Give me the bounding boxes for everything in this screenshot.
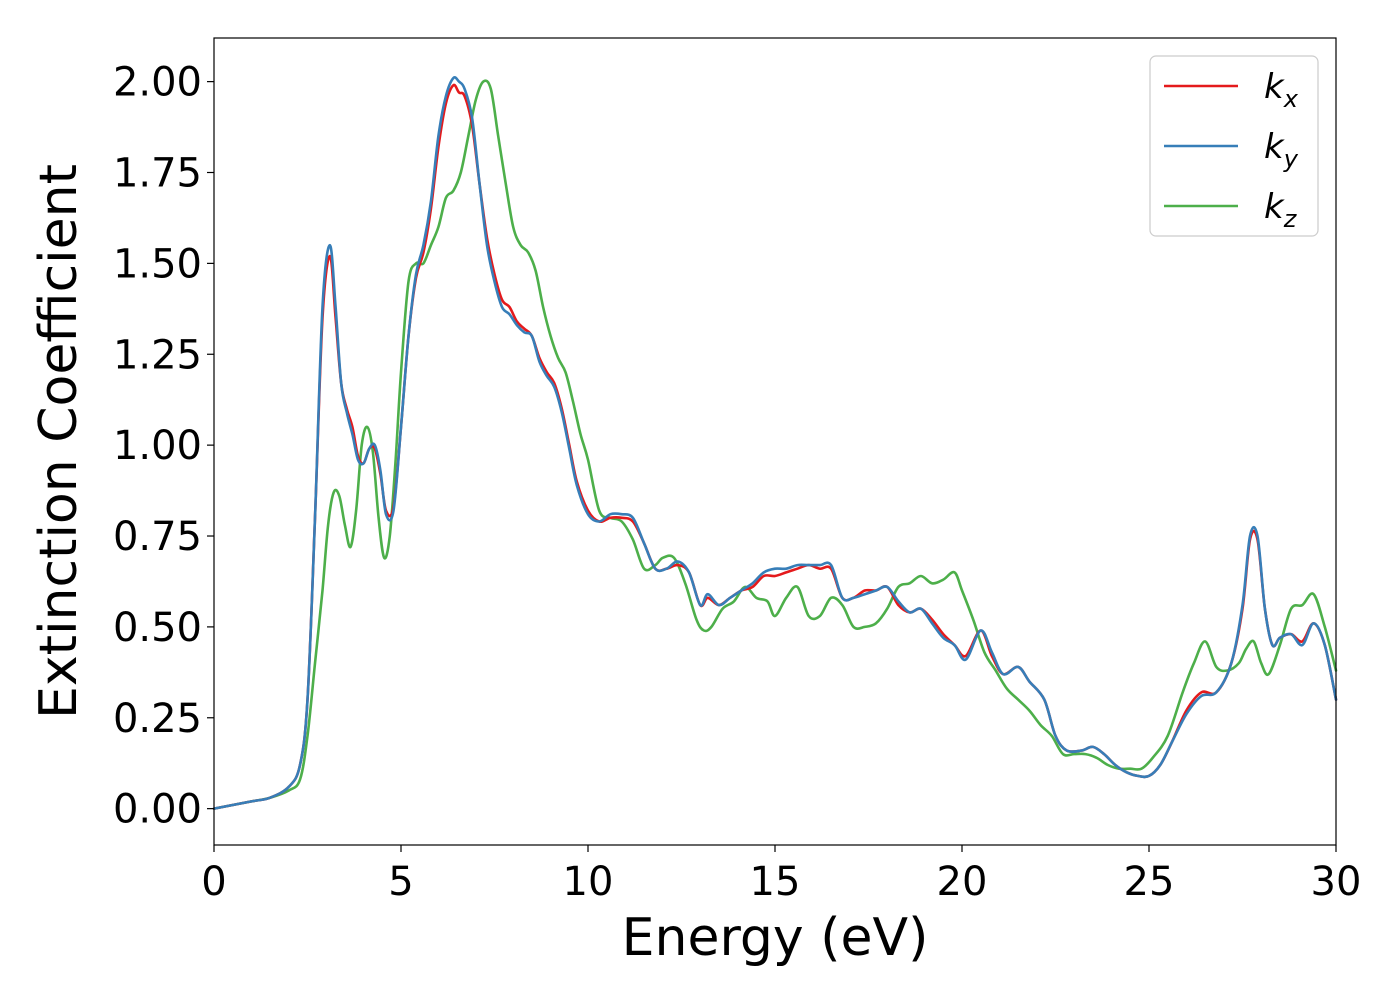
y-tick-label: 0.75 <box>113 514 202 560</box>
y-tick-label: 1.50 <box>113 241 202 287</box>
y-axis-label: Extinction Coefficient <box>29 164 89 719</box>
y-tick-label: 1.25 <box>113 332 202 378</box>
x-axis-ticks: 0 5 10 15 20 25 30 <box>201 845 1361 905</box>
x-axis-label: Energy (eV) <box>622 908 929 968</box>
x-tick-label: 30 <box>1311 859 1362 905</box>
legend-subscript: z <box>1283 205 1298 233</box>
y-axis-ticks: 0.00 0.25 0.50 0.75 1.00 1.25 1.50 1.75 2.00 <box>113 60 214 833</box>
y-tick-label: 1.00 <box>113 423 202 469</box>
legend-label-ky: ky <box>1264 127 1299 173</box>
legend-subscript: y <box>1283 145 1299 173</box>
y-tick-label: 0.00 <box>113 787 202 833</box>
y-tick-label: 1.75 <box>113 151 202 197</box>
series-line-ky <box>212 76 1338 810</box>
legend-subscript: x <box>1283 85 1299 113</box>
x-tick-label: 0 <box>201 859 226 905</box>
x-tick-label: 10 <box>563 859 614 905</box>
x-tick-label: 5 <box>388 859 413 905</box>
x-tick-label: 15 <box>750 859 801 905</box>
y-tick-label: 0.50 <box>113 605 202 651</box>
series-layer <box>212 76 1338 810</box>
y-tick-label: 0.25 <box>113 696 202 742</box>
series-line-kz <box>212 79 1338 810</box>
x-tick-label: 20 <box>937 859 988 905</box>
x-tick-label: 25 <box>1124 859 1175 905</box>
y-tick-label: 2.00 <box>113 60 202 106</box>
